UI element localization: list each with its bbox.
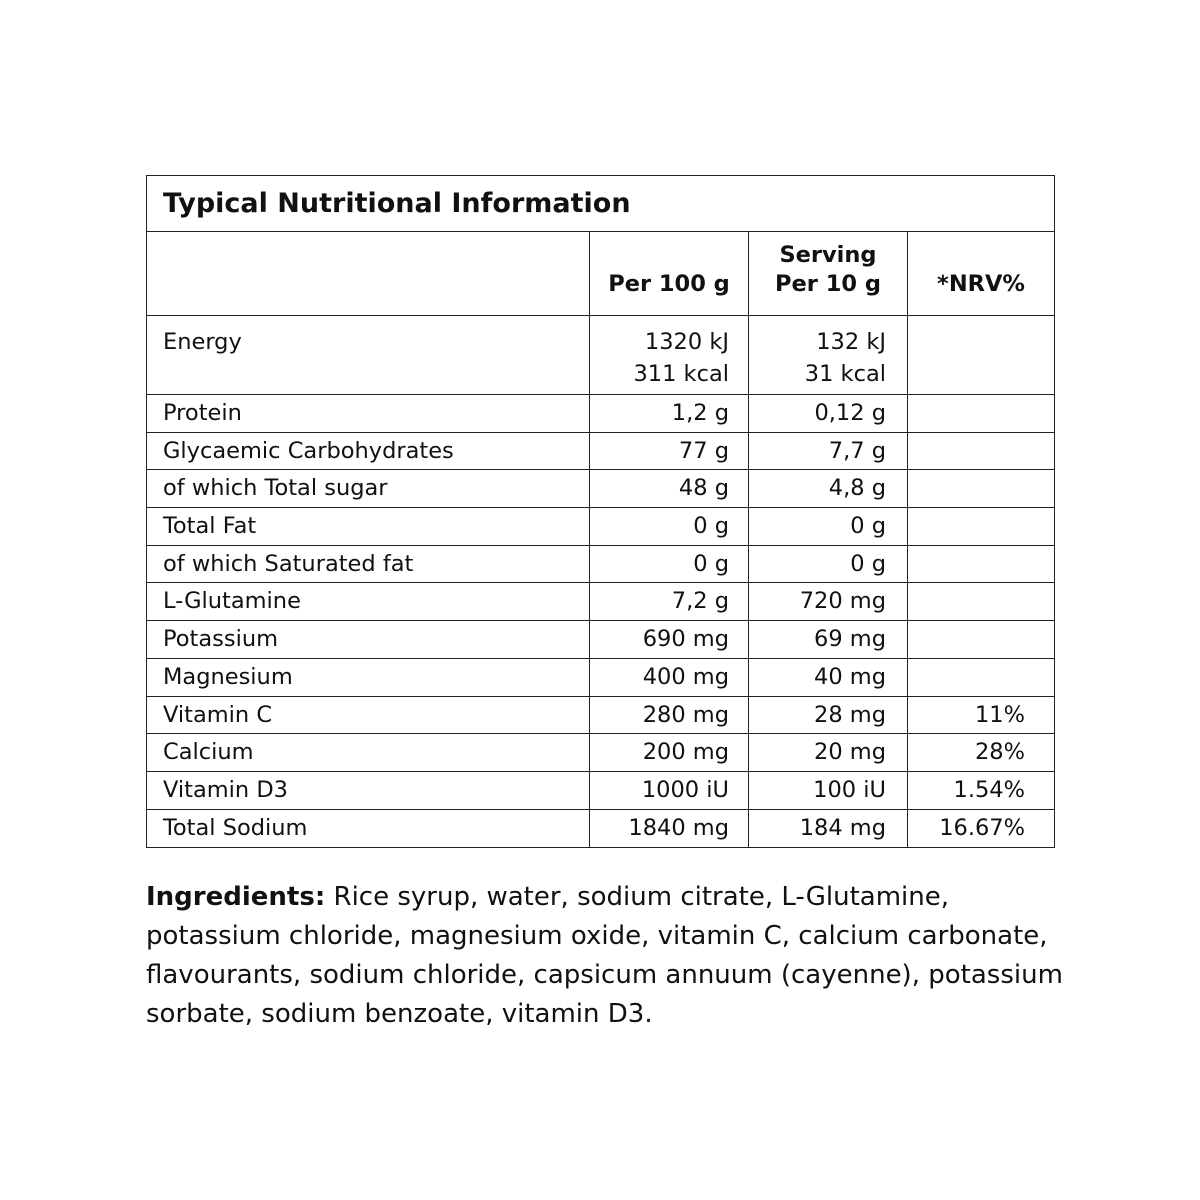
table-row: Calcium 200 mg 20 mg 28%: [147, 734, 1054, 772]
header-serving-line1: Serving: [779, 242, 877, 268]
header-nrv: *NRV%: [907, 232, 1054, 315]
nrv-value: [907, 658, 1054, 696]
header-per100: Per 100 g: [589, 232, 748, 315]
header-per100-label: Per 100 g: [608, 271, 730, 297]
table-row: of which Total sugar 48 g 4,8 g: [147, 470, 1054, 509]
serving-value: 69 mg: [748, 621, 907, 658]
row-label: Magnesium: [163, 663, 293, 690]
nrv-value: [907, 583, 1054, 621]
row-label: Potassium: [163, 626, 279, 653]
nrv-value: [907, 470, 1054, 508]
table-row: L-Glutamine 7,2 g 720 mg: [147, 583, 1054, 622]
serving-value: 0,12 g: [748, 395, 907, 432]
nrv-value: 28%: [907, 734, 1054, 771]
table-row: Vitamin D3 1000 iU 100 iU 1.54%: [147, 771, 1054, 810]
serving-value: 4,8 g: [748, 470, 907, 508]
nutrition-table: Typical Nutritional Information Per 100 …: [146, 175, 1055, 849]
row-label: Protein: [163, 400, 242, 426]
per100-value: 280 mg: [589, 696, 748, 734]
serving-value: 28 mg: [748, 696, 907, 734]
row-label: Total Sodium: [163, 814, 308, 841]
row-label: L-Glutamine: [163, 588, 301, 615]
ingredients: Ingredients: Rice syrup, water, sodium c…: [146, 878, 1076, 1034]
nrv-value: [907, 545, 1054, 583]
row-label: Total Fat: [163, 513, 257, 540]
per100-kj: 1320 kJ: [644, 329, 729, 355]
per100-value: 1,2 g: [589, 395, 748, 432]
per100-value: 690 mg: [589, 621, 748, 658]
per100-value: 400 mg: [589, 658, 748, 696]
table-row: Vitamin C 280 mg 28 mg 11%: [147, 696, 1054, 735]
table-row: Magnesium 400 mg 40 mg: [147, 658, 1054, 697]
header-row: Per 100 g Serving Per 10 g *NRV%: [147, 232, 1054, 316]
per100-value: 1000 iU: [589, 771, 748, 809]
row-label: of which Total sugar: [163, 475, 388, 502]
row-label: Calcium: [163, 739, 254, 766]
table-row-energy: Energy 1320 kJ 311 kcal 132 kJ 31 kcal: [147, 316, 1054, 395]
serving-value: 184 mg: [748, 809, 907, 848]
table-row: Potassium 690 mg 69 mg: [147, 621, 1054, 659]
serving-value: 7,7 g: [748, 432, 907, 470]
nrv-value: 11%: [907, 696, 1054, 734]
serving-value: 20 mg: [748, 734, 907, 771]
per100-value: 1840 mg: [589, 809, 748, 848]
serving-kcal: 31 kcal: [804, 361, 886, 387]
serving-value: 132 kJ 31 kcal: [748, 316, 907, 394]
table-row: Glycaemic Carbohydrates 77 g 7,7 g: [147, 432, 1054, 471]
row-label: Vitamin D3: [163, 776, 288, 803]
nrv-value: 16.67%: [907, 809, 1054, 848]
serving-value: 0 g: [748, 508, 907, 545]
row-label: Glycaemic Carbohydrates: [163, 437, 454, 464]
nrv-value: [907, 316, 1054, 394]
ingredients-label: Ingredients:: [146, 882, 326, 912]
row-label: Energy: [163, 329, 242, 355]
per100-value: 7,2 g: [589, 583, 748, 621]
per100-value: 0 g: [589, 508, 748, 545]
row-label: of which Saturated fat: [163, 550, 414, 577]
nrv-value: 1.54%: [907, 771, 1054, 809]
header-empty: [147, 232, 589, 315]
serving-value: 40 mg: [748, 658, 907, 696]
ingredients-text: Rice syrup, water, sodium citrate, L-Glu…: [146, 882, 1063, 1029]
table-row: Total Sodium 1840 mg 184 mg 16.67%: [147, 809, 1054, 848]
table-row: Protein 1,2 g 0,12 g: [147, 395, 1054, 433]
per100-value: 0 g: [589, 545, 748, 583]
header-nrv-label: *NRV%: [937, 271, 1025, 297]
nrv-value: [907, 621, 1054, 658]
table-title: Typical Nutritional Information: [147, 176, 1054, 232]
serving-kj: 132 kJ: [816, 329, 886, 355]
nrv-value: [907, 432, 1054, 470]
serving-value: 100 iU: [748, 771, 907, 809]
serving-value: 0 g: [748, 545, 907, 583]
per100-value: 200 mg: [589, 734, 748, 771]
serving-value: 720 mg: [748, 583, 907, 621]
nrv-value: [907, 395, 1054, 432]
per100-value: 1320 kJ 311 kcal: [589, 316, 748, 394]
row-label: Vitamin C: [163, 701, 273, 728]
header-serving: Serving Per 10 g: [748, 232, 907, 315]
per100-value: 48 g: [589, 470, 748, 508]
per100-value: 77 g: [589, 432, 748, 470]
per100-kcal: 311 kcal: [633, 361, 729, 387]
nrv-value: [907, 508, 1054, 545]
header-serving-line2: Per 10 g: [775, 271, 881, 297]
